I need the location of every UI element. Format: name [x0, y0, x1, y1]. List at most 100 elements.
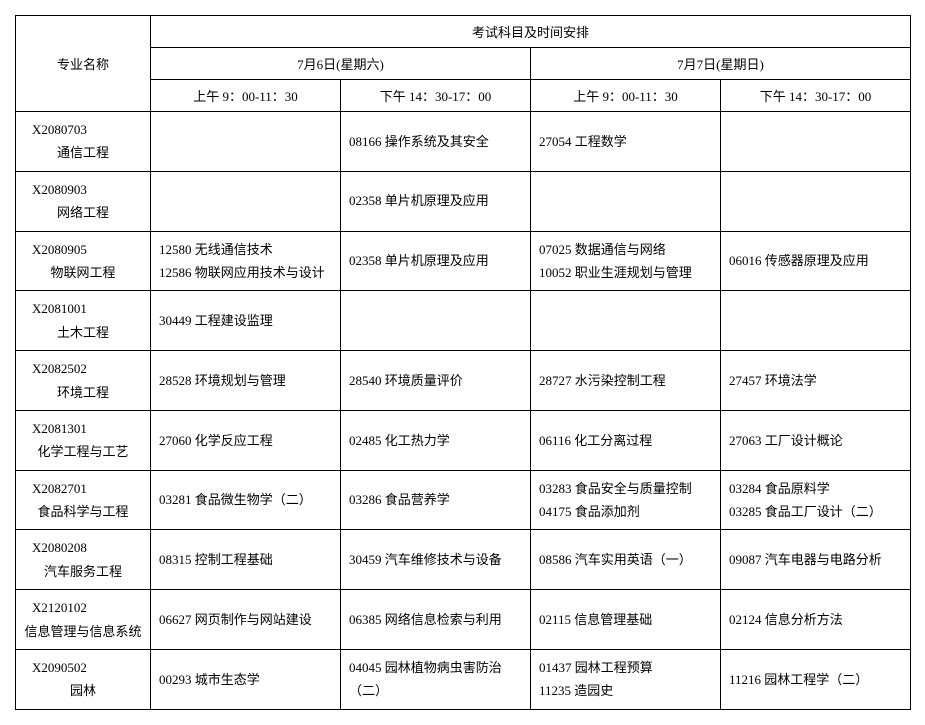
slot-cell-d2am: 03283 食品安全与质量控制04175 食品添加剂 — [531, 470, 721, 530]
slot-cell-d1pm: 28540 环境质量评价 — [341, 351, 531, 411]
table-row: X2081001土木工程 30449 工程建设监理 — [16, 291, 911, 351]
major-cell: X2080208汽车服务工程 — [16, 530, 151, 590]
major-cell: X2080703通信工程 — [16, 112, 151, 172]
course-entry: 01437 园林工程预算 — [539, 656, 712, 679]
major-code: X2080903 — [24, 178, 142, 201]
slot-cell-d2pm — [721, 291, 911, 351]
course-entry: 03286 食品营养学 — [349, 488, 522, 511]
slot-cell-d1am: 06627 网页制作与网站建设 — [151, 590, 341, 650]
super-header: 考试科目及时间安排 — [151, 16, 911, 48]
course-entry: 11216 园林工程学（二） — [729, 668, 902, 691]
slot-cell-d1am — [151, 171, 341, 231]
major-cell: X2120102信息管理与信息系统 — [16, 590, 151, 650]
major-cell: X2082502环境工程 — [16, 351, 151, 411]
course-entry: 27457 环境法学 — [729, 369, 902, 392]
slot-cell-d1am: 00293 城市生态学 — [151, 650, 341, 710]
slot-cell-d2am: 28727 水污染控制工程 — [531, 351, 721, 411]
course-entry: 04045 园林植物病虫害防治（二） — [349, 656, 522, 703]
header-row-1: 专业名称 考试科目及时间安排 — [16, 16, 911, 48]
table-row: X2120102信息管理与信息系统 06627 网页制作与网站建设 06385 网络… — [16, 590, 911, 650]
slot-cell-d1pm — [341, 291, 531, 351]
slot-cell-d2pm: 02124 信息分析方法 — [721, 590, 911, 650]
course-entry: 02358 单片机原理及应用 — [349, 189, 522, 212]
major-name: 化学工程与工艺 — [24, 440, 142, 463]
slot-cell-d1am: 03281 食品微生物学（二） — [151, 470, 341, 530]
course-entry: 28528 环境规划与管理 — [159, 369, 332, 392]
slot-cell-d1pm: 30459 汽车维修技术与设备 — [341, 530, 531, 590]
major-name: 信息管理与信息系统 — [24, 620, 142, 643]
slot-cell-d2am: 07025 数据通信与网络10052 职业生涯规划与管理 — [531, 231, 721, 291]
major-name: 通信工程 — [24, 141, 142, 164]
course-entry: 03281 食品微生物学（二） — [159, 488, 332, 511]
course-entry: 08586 汽车实用英语（一） — [539, 548, 712, 571]
course-entry: 30449 工程建设监理 — [159, 309, 332, 332]
slot-cell-d2am — [531, 171, 721, 231]
day1-pm-header: 下午 14：30-17：00 — [341, 80, 531, 112]
course-entry: 27054 工程数学 — [539, 130, 712, 153]
slot-cell-d1am: 27060 化学反应工程 — [151, 410, 341, 470]
course-entry: 27060 化学反应工程 — [159, 429, 332, 452]
course-entry: 03284 食品原料学 — [729, 477, 902, 500]
slot-cell-d2pm: 03284 食品原料学03285 食品工厂设计（二） — [721, 470, 911, 530]
slot-cell-d1am: 12580 无线通信技术12586 物联网应用技术与设计 — [151, 231, 341, 291]
course-entry: 02358 单片机原理及应用 — [349, 249, 522, 272]
course-entry: 10052 职业生涯规划与管理 — [539, 261, 712, 284]
major-code: X2120102 — [24, 596, 142, 619]
slot-cell-d2am: 02115 信息管理基础 — [531, 590, 721, 650]
major-name: 汽车服务工程 — [24, 560, 142, 583]
major-cell: X2080903网络工程 — [16, 171, 151, 231]
slot-cell-d1pm: 02485 化工热力学 — [341, 410, 531, 470]
course-entry: 08315 控制工程基础 — [159, 548, 332, 571]
slot-cell-d2am: 06116 化工分离过程 — [531, 410, 721, 470]
major-code: X2080905 — [24, 238, 142, 261]
slot-cell-d1am: 08315 控制工程基础 — [151, 530, 341, 590]
slot-cell-d1pm: 03286 食品营养学 — [341, 470, 531, 530]
course-entry: 11235 造园史 — [539, 679, 712, 702]
slot-cell-d1pm: 02358 单片机原理及应用 — [341, 231, 531, 291]
major-cell: X2081001土木工程 — [16, 291, 151, 351]
slot-cell-d1pm: 06385 网络信息检索与利用 — [341, 590, 531, 650]
slot-cell-d2am — [531, 291, 721, 351]
course-entry: 00293 城市生态学 — [159, 668, 332, 691]
table-row: X2090502园林00293 城市生态学04045 园林植物病虫害防治（二）0… — [16, 650, 911, 710]
slot-cell-d1pm: 02358 单片机原理及应用 — [341, 171, 531, 231]
major-code: X2082701 — [24, 477, 142, 500]
course-entry: 02485 化工热力学 — [349, 429, 522, 452]
table-row: X2082701食品科学与工程 03281 食品微生物学（二） 03286 食品营养… — [16, 470, 911, 530]
course-entry: 04175 食品添加剂 — [539, 500, 712, 523]
major-code: X2082502 — [24, 357, 142, 380]
table-row: X2080903网络工程 02358 单片机原理及应用 — [16, 171, 911, 231]
major-name: 物联网工程 — [24, 261, 142, 284]
slot-cell-d2am: 01437 园林工程预算11235 造园史 — [531, 650, 721, 710]
day1-am-header: 上午 9：00-11：30 — [151, 80, 341, 112]
major-code: X2081301 — [24, 417, 142, 440]
day1-header: 7月6日(星期六) — [151, 48, 531, 80]
table-row: X2080703通信工程 08166 操作系统及其安全 27054 工程数学 — [16, 112, 911, 172]
slot-cell-d1pm: 08166 操作系统及其安全 — [341, 112, 531, 172]
major-cell: X2082701食品科学与工程 — [16, 470, 151, 530]
slot-cell-d1pm: 04045 园林植物病虫害防治（二） — [341, 650, 531, 710]
slot-cell-d2am: 27054 工程数学 — [531, 112, 721, 172]
course-entry: 02115 信息管理基础 — [539, 608, 712, 631]
slot-cell-d2pm: 06016 传感器原理及应用 — [721, 231, 911, 291]
course-entry: 12586 物联网应用技术与设计 — [159, 261, 332, 284]
slot-cell-d2pm: 27063 工厂设计概论 — [721, 410, 911, 470]
major-code: X2080208 — [24, 536, 142, 559]
major-name: 环境工程 — [24, 381, 142, 404]
major-name: 网络工程 — [24, 201, 142, 224]
slot-cell-d2pm: 27457 环境法学 — [721, 351, 911, 411]
slot-cell-d2pm — [721, 171, 911, 231]
course-entry: 28727 水污染控制工程 — [539, 369, 712, 392]
slot-cell-d2pm — [721, 112, 911, 172]
slot-cell-d1am — [151, 112, 341, 172]
table-row: X2080905物联网工程 12580 无线通信技术12586 物联网应用技术与设… — [16, 231, 911, 291]
table-row: X2081301化学工程与工艺 27060 化学反应工程 02485 化工热力学 06… — [16, 410, 911, 470]
major-name: 园林 — [24, 679, 142, 702]
course-entry: 06627 网页制作与网站建设 — [159, 608, 332, 631]
course-entry: 09087 汽车电器与电路分析 — [729, 548, 902, 571]
course-entry: 06116 化工分离过程 — [539, 429, 712, 452]
course-entry: 30459 汽车维修技术与设备 — [349, 548, 522, 571]
course-entry: 03283 食品安全与质量控制 — [539, 477, 712, 500]
course-entry: 07025 数据通信与网络 — [539, 238, 712, 261]
header-row-3: 上午 9：00-11：30 下午 14：30-17：00 上午 9：00-11：… — [16, 80, 911, 112]
